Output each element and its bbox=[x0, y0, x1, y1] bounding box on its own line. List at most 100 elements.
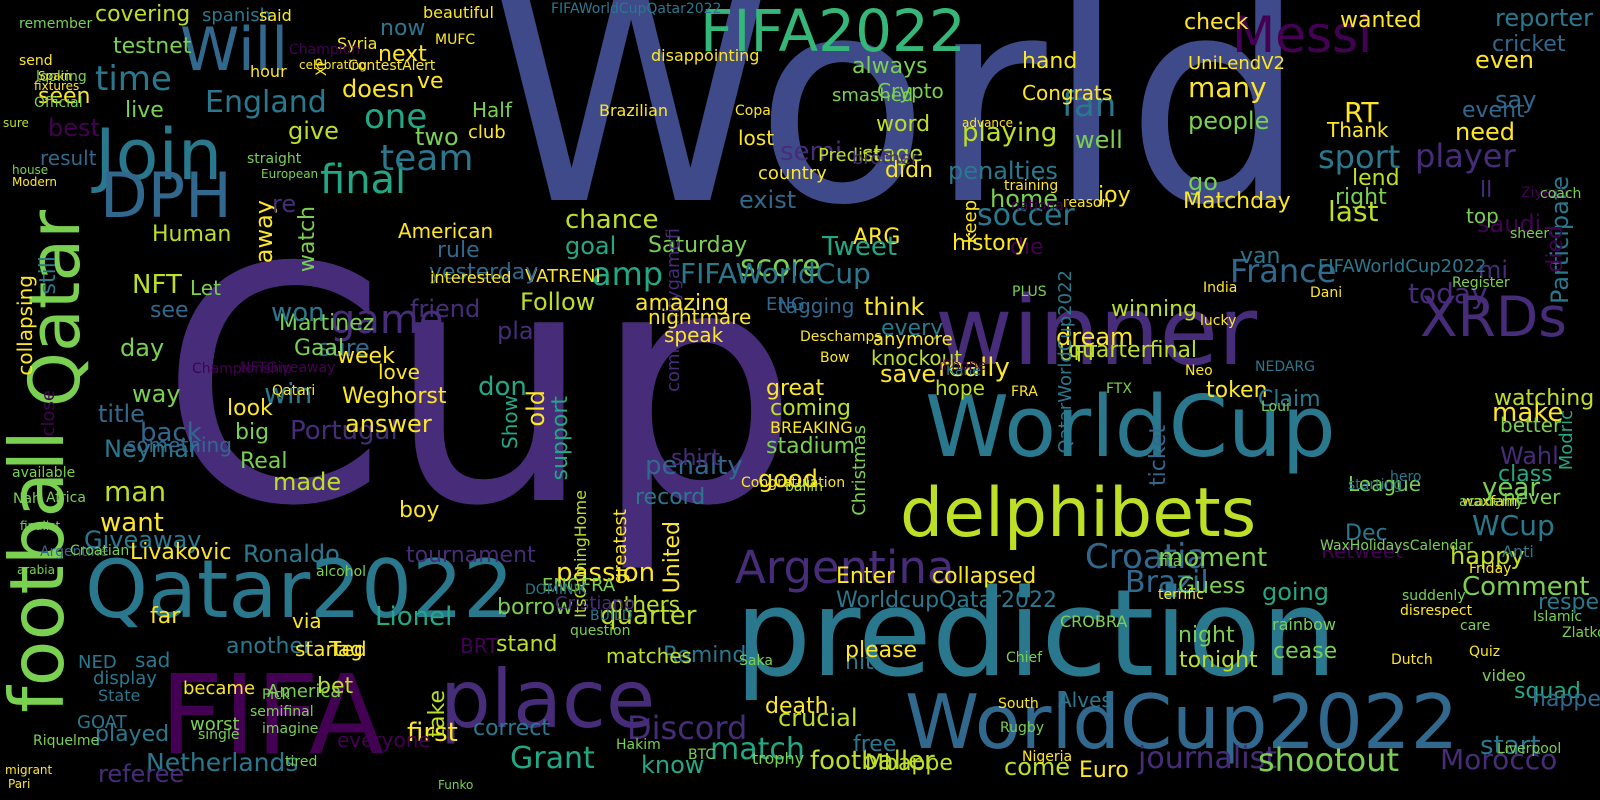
cloud-word: Crypto bbox=[877, 79, 944, 103]
cloud-word: rainbow bbox=[1272, 615, 1336, 634]
cloud-word: country bbox=[758, 163, 827, 184]
cloud-word: FIFA2022 bbox=[700, 0, 966, 65]
cloud-word: celebrating bbox=[299, 58, 367, 72]
cloud-word: disappointing bbox=[651, 46, 760, 65]
cloud-word: winning bbox=[1111, 297, 1198, 322]
cloud-word: America bbox=[267, 681, 342, 702]
cloud-word: Liverpool bbox=[1497, 741, 1562, 757]
cloud-word: saudi bbox=[1477, 210, 1542, 238]
cloud-word: WaxHolidaysCalendar bbox=[1320, 538, 1473, 554]
cloud-word: Follow bbox=[520, 288, 596, 316]
cloud-word: journalist bbox=[1138, 741, 1277, 776]
cloud-word: alcohol bbox=[316, 564, 367, 580]
cloud-word: Tag bbox=[329, 637, 363, 661]
cloud-word: Comment bbox=[1462, 572, 1590, 602]
cloud-word: see bbox=[150, 298, 189, 323]
cloud-word: boy bbox=[399, 498, 440, 523]
cloud-word: RT bbox=[1344, 96, 1379, 129]
cloud-word: van bbox=[1240, 244, 1281, 269]
cloud-word: big bbox=[235, 420, 270, 445]
cloud-word: going bbox=[1262, 578, 1330, 606]
cloud-word: moment bbox=[1158, 543, 1268, 573]
cloud-word: QatarWorldCup2022 bbox=[1055, 270, 1076, 454]
cloud-word: WorldcupQatar2022 bbox=[836, 588, 1057, 613]
cloud-word: want bbox=[100, 508, 164, 538]
cloud-word: please bbox=[845, 638, 918, 663]
cloud-word: American bbox=[398, 219, 494, 243]
cloud-word: Half bbox=[472, 98, 512, 122]
cloud-word: Let bbox=[190, 276, 221, 300]
cloud-word: World bbox=[490, 0, 1307, 268]
cloud-word: score bbox=[740, 249, 821, 284]
cloud-word: everyone bbox=[337, 728, 431, 752]
cloud-word: Matchday bbox=[1183, 189, 1291, 214]
cloud-word: Will bbox=[180, 15, 289, 85]
cloud-word: Neymar bbox=[104, 435, 199, 463]
cloud-word: amazing bbox=[635, 291, 729, 316]
cloud-word: Guess bbox=[1178, 574, 1246, 599]
cloud-word: word bbox=[876, 112, 931, 137]
cloud-word: started bbox=[295, 637, 367, 661]
cloud-word: Anti bbox=[1502, 542, 1534, 561]
cloud-word: borrow bbox=[497, 595, 574, 620]
cloud-word: iPhone bbox=[939, 358, 987, 374]
cloud-word: worst bbox=[190, 714, 240, 735]
cloud-word: dream bbox=[1056, 323, 1134, 351]
cloud-word: Spain bbox=[38, 69, 72, 83]
cloud-word: coming bbox=[770, 396, 852, 421]
cloud-word: Zlatko bbox=[1562, 625, 1600, 641]
cloud-word: brother bbox=[852, 148, 919, 169]
cloud-word: Thank bbox=[1327, 118, 1389, 142]
cloud-word: knockout bbox=[871, 346, 963, 370]
cloud-word: Portugal bbox=[290, 416, 398, 446]
cloud-word: Lionel bbox=[375, 602, 453, 632]
cloud-word: shirt bbox=[671, 446, 721, 471]
cloud-word: best bbox=[48, 114, 100, 142]
cloud-word: DPH bbox=[100, 159, 232, 232]
cloud-word: Join bbox=[95, 114, 223, 196]
cloud-word: bet bbox=[317, 674, 354, 699]
cloud-word: PLUS bbox=[1012, 284, 1047, 300]
cloud-word: Bow bbox=[820, 350, 850, 366]
cloud-word: another bbox=[226, 634, 313, 659]
cloud-word: hand bbox=[1022, 49, 1078, 74]
cloud-word: footballer bbox=[810, 746, 935, 776]
cloud-word: happen bbox=[1532, 687, 1600, 712]
cloud-word: greatest bbox=[610, 509, 631, 585]
cloud-word: said bbox=[259, 6, 292, 25]
cloud-word: far bbox=[150, 604, 181, 629]
cloud-word: respectful bbox=[1538, 590, 1600, 615]
cloud-word: collapsing bbox=[13, 275, 37, 376]
cloud-word: testnet bbox=[113, 34, 192, 59]
cloud-word: Discord bbox=[627, 709, 748, 747]
cloud-word: well bbox=[1075, 126, 1123, 154]
cloud-word: ItsComingHome bbox=[571, 490, 590, 618]
cloud-word: chance bbox=[565, 205, 659, 235]
cloud-word: Ronaldo bbox=[243, 540, 340, 568]
cloud-word: FIFAWorldCup bbox=[680, 257, 871, 290]
cloud-word: starting bbox=[1348, 477, 1403, 493]
cloud-word: game bbox=[330, 297, 444, 343]
cloud-word: fifa bbox=[1159, 554, 1182, 570]
cloud-word: club bbox=[468, 122, 506, 143]
cloud-word: win bbox=[264, 377, 313, 410]
cloud-word: exist bbox=[739, 186, 797, 214]
cloud-word: next bbox=[378, 42, 427, 67]
cloud-word: beautiful bbox=[423, 3, 494, 22]
cloud-word: Championship bbox=[192, 361, 293, 377]
cloud-word: right bbox=[1335, 185, 1387, 210]
cloud-word: wanted bbox=[1340, 8, 1422, 33]
cloud-word: South bbox=[998, 696, 1039, 712]
cloud-word: hero bbox=[1390, 469, 1422, 485]
cloud-word: cricket bbox=[1492, 32, 1566, 57]
cloud-word: lost bbox=[738, 126, 775, 150]
cloud-word: State bbox=[98, 686, 141, 705]
cloud-word: house bbox=[12, 163, 49, 177]
cloud-word: quarterfinal bbox=[1068, 338, 1198, 363]
cloud-word: final bbox=[320, 157, 407, 203]
cloud-word: semifinal bbox=[250, 704, 314, 720]
cloud-word: tournament bbox=[406, 543, 536, 568]
cloud-word: Netherlands bbox=[146, 748, 299, 777]
cloud-word: Ziyech bbox=[1521, 185, 1568, 201]
cloud-word: smashed bbox=[832, 85, 914, 106]
